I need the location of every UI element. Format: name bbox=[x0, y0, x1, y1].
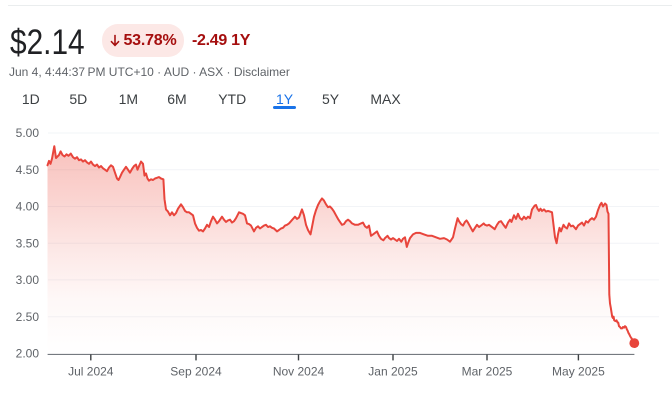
svg-text:2.00: 2.00 bbox=[16, 347, 40, 361]
svg-text:Jan 2025: Jan 2025 bbox=[368, 365, 418, 379]
svg-text:2.50: 2.50 bbox=[16, 310, 40, 324]
svg-text:5.00: 5.00 bbox=[16, 126, 40, 140]
svg-text:4.50: 4.50 bbox=[16, 163, 40, 177]
svg-text:Jul 2024: Jul 2024 bbox=[68, 365, 114, 379]
svg-text:4.00: 4.00 bbox=[16, 200, 40, 214]
svg-text:Mar 2025: Mar 2025 bbox=[462, 365, 513, 379]
svg-text:3.00: 3.00 bbox=[16, 273, 40, 287]
svg-text:Sep 2024: Sep 2024 bbox=[170, 365, 222, 379]
svg-text:3.50: 3.50 bbox=[16, 236, 40, 250]
svg-text:Nov 2024: Nov 2024 bbox=[273, 365, 325, 379]
svg-text:May 2025: May 2025 bbox=[552, 365, 605, 379]
